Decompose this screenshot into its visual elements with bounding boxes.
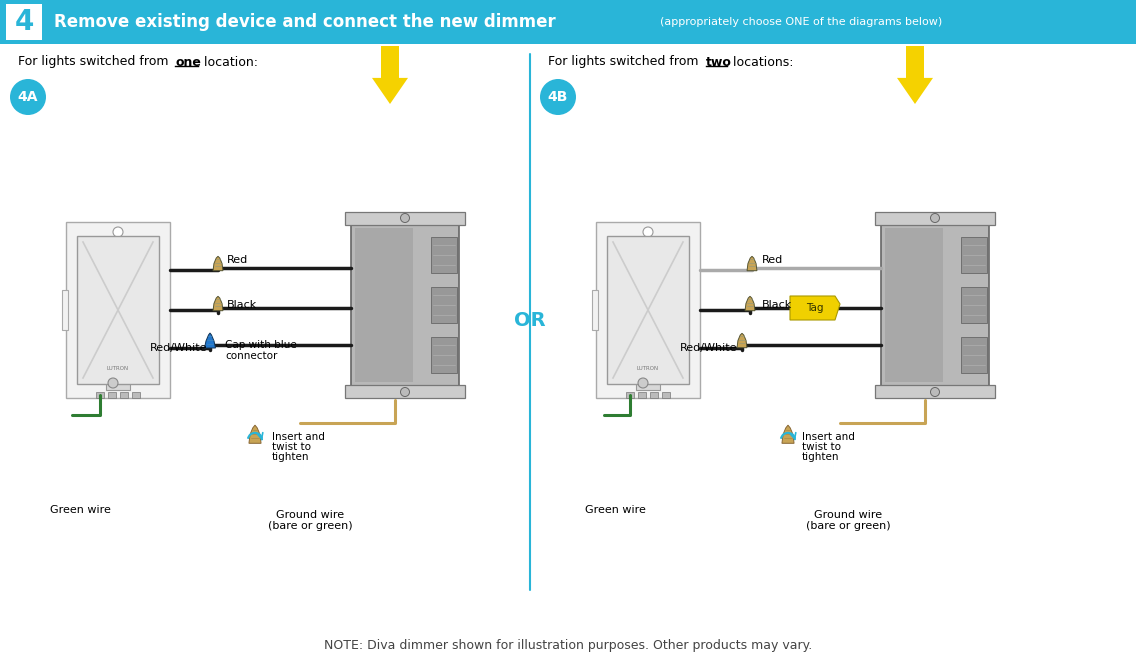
Text: NOTE: Diva dimmer shown for illustration purposes. Other products may vary.: NOTE: Diva dimmer shown for illustration… xyxy=(324,639,812,651)
Bar xyxy=(961,237,987,273)
Bar xyxy=(0,0,1136,44)
Text: (bare or green): (bare or green) xyxy=(805,521,891,531)
Text: Ground wire: Ground wire xyxy=(276,510,344,520)
Circle shape xyxy=(401,388,409,396)
Text: Green wire: Green wire xyxy=(585,505,645,515)
Bar xyxy=(592,290,598,330)
Text: Red: Red xyxy=(762,255,783,265)
Bar xyxy=(345,212,465,225)
Text: Insert and: Insert and xyxy=(802,432,855,442)
Text: (bare or green): (bare or green) xyxy=(268,521,352,531)
Bar xyxy=(354,228,414,382)
Bar xyxy=(431,287,457,323)
Bar xyxy=(66,222,170,398)
Text: Ground wire: Ground wire xyxy=(813,510,882,520)
Text: Insert and: Insert and xyxy=(272,432,325,442)
Bar xyxy=(875,385,995,398)
Text: Green wire: Green wire xyxy=(50,505,110,515)
Polygon shape xyxy=(737,333,747,348)
Text: LUTRON: LUTRON xyxy=(637,365,659,371)
Bar xyxy=(607,236,690,384)
Text: two: two xyxy=(705,56,732,68)
Text: Black: Black xyxy=(227,300,257,310)
Text: (appropriately choose ONE of the diagrams below): (appropriately choose ONE of the diagram… xyxy=(660,17,942,27)
Polygon shape xyxy=(214,296,223,311)
Bar xyxy=(431,237,457,273)
Text: 4A: 4A xyxy=(18,90,39,104)
Text: one: one xyxy=(175,56,201,68)
Polygon shape xyxy=(745,296,755,311)
Text: For lights switched from: For lights switched from xyxy=(548,56,702,68)
Bar xyxy=(120,392,128,398)
Polygon shape xyxy=(782,425,794,444)
Circle shape xyxy=(930,214,939,222)
Text: Red/White: Red/White xyxy=(150,343,208,353)
Bar xyxy=(351,224,459,386)
Text: LUTRON: LUTRON xyxy=(107,365,130,371)
Bar xyxy=(882,224,989,386)
Text: Tag: Tag xyxy=(807,303,824,313)
Text: Red: Red xyxy=(227,255,249,265)
Text: Remove existing device and connect the new dimmer: Remove existing device and connect the n… xyxy=(55,13,556,31)
Polygon shape xyxy=(371,78,408,104)
Bar xyxy=(431,337,457,373)
Polygon shape xyxy=(204,333,216,348)
Polygon shape xyxy=(897,78,933,104)
Text: location:: location: xyxy=(200,56,258,68)
Text: Cap with blue: Cap with blue xyxy=(225,340,296,350)
Circle shape xyxy=(643,227,653,237)
Bar xyxy=(596,222,700,398)
Bar xyxy=(626,392,634,398)
Polygon shape xyxy=(214,256,223,271)
Circle shape xyxy=(112,227,123,237)
Bar xyxy=(106,376,130,390)
Text: locations:: locations: xyxy=(729,56,794,68)
Bar xyxy=(636,376,660,390)
Bar xyxy=(650,392,658,398)
Bar xyxy=(108,392,116,398)
Circle shape xyxy=(638,378,648,388)
Bar xyxy=(885,228,943,382)
Text: 4: 4 xyxy=(15,8,34,36)
Polygon shape xyxy=(747,256,757,271)
Circle shape xyxy=(930,388,939,396)
Polygon shape xyxy=(249,425,261,444)
Bar xyxy=(638,392,646,398)
Circle shape xyxy=(540,79,576,115)
Bar xyxy=(381,46,399,78)
Text: For lights switched from: For lights switched from xyxy=(18,56,173,68)
Circle shape xyxy=(401,214,409,222)
Bar xyxy=(961,337,987,373)
Text: 4B: 4B xyxy=(548,90,568,104)
Bar xyxy=(961,287,987,323)
Text: tighten: tighten xyxy=(272,452,309,462)
Text: twist to: twist to xyxy=(272,442,311,452)
Text: Red/White: Red/White xyxy=(680,343,737,353)
Bar xyxy=(875,212,995,225)
Bar xyxy=(345,385,465,398)
Text: connector: connector xyxy=(225,351,277,361)
Bar xyxy=(907,46,924,78)
Text: Black: Black xyxy=(762,300,792,310)
Bar xyxy=(62,290,68,330)
Polygon shape xyxy=(790,296,840,320)
Circle shape xyxy=(108,378,118,388)
Bar xyxy=(6,4,42,40)
Text: twist to: twist to xyxy=(802,442,841,452)
Bar xyxy=(662,392,670,398)
Bar xyxy=(132,392,140,398)
Circle shape xyxy=(10,79,45,115)
Text: tighten: tighten xyxy=(802,452,840,462)
Text: OR: OR xyxy=(515,311,545,329)
Bar xyxy=(97,392,105,398)
Bar xyxy=(77,236,159,384)
